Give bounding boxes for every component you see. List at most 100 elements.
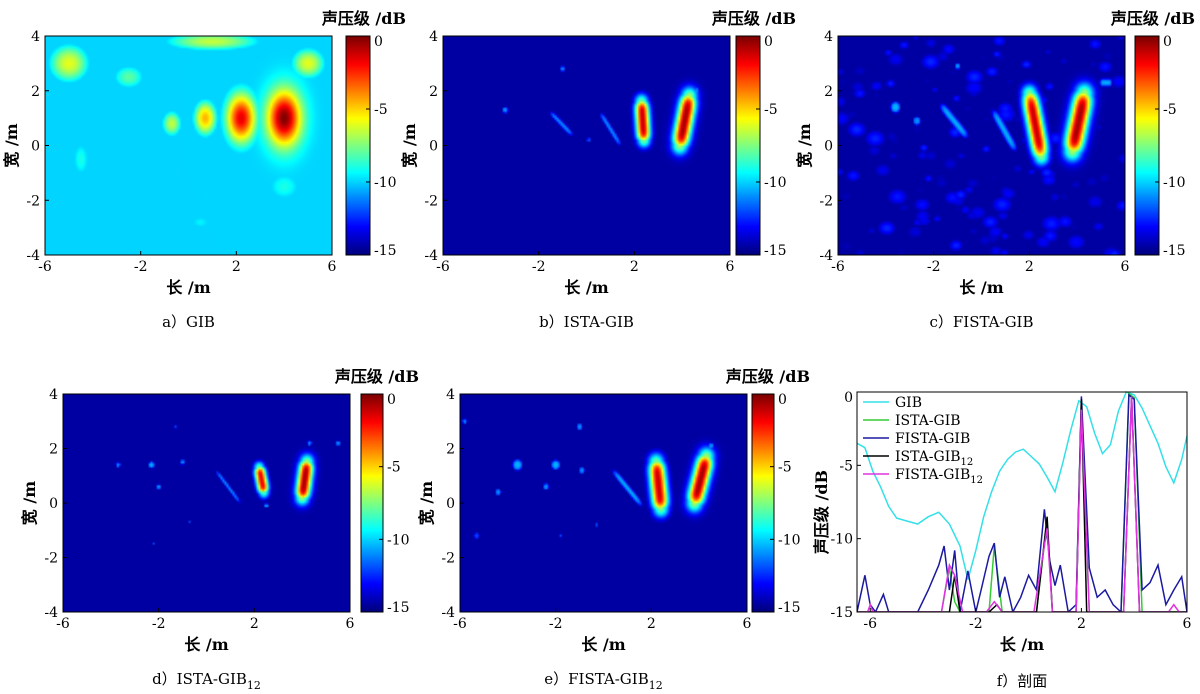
x-tick-label: 2 — [250, 616, 259, 632]
x-tick-label: 6 — [1121, 259, 1130, 275]
panel-caption: a）GIB — [162, 313, 215, 331]
y-tick-label: -4 — [26, 248, 40, 264]
series-line-0 — [857, 391, 1187, 580]
x-tick-label: 6 — [726, 259, 735, 275]
colorbar-tick-label: -15 — [764, 243, 787, 259]
legend-name: GIB — [895, 395, 922, 411]
x-tick-label: -2 — [927, 259, 941, 275]
colorbar-tick-label: -5 — [374, 102, 388, 118]
y-tick-label: -2 — [819, 193, 833, 209]
x-axis-label: 长 /m — [166, 278, 210, 297]
colorbar-tick-label: 0 — [1163, 34, 1172, 50]
y-tick-label: 2 — [429, 84, 438, 100]
colorbar-frame — [751, 393, 775, 613]
y-tick-label: -2 — [441, 551, 455, 567]
colorbar-label: 声压级 /dB — [711, 9, 796, 28]
y-tick-label: 2 — [446, 442, 455, 458]
caption-main: d）ISTA-GIB — [152, 670, 247, 688]
legend-name: ISTA-GIB — [895, 413, 961, 429]
colorbar-label: 声压级 /dB — [334, 367, 419, 386]
heatmap-panel-a: -6 -2 2 6 4 2 0 -2 -4 长 /m 宽 /m 0 -5 -10 -15 声压级 /dB a）G… — [2, 9, 406, 331]
y-tick-label: -10 — [830, 532, 853, 548]
y-axis-label: 宽 /m — [795, 123, 814, 167]
colorbar-tick-label: -15 — [387, 600, 410, 616]
colorbar-tick-label: -10 — [778, 532, 801, 548]
colorbar-tick-label: 0 — [374, 34, 383, 50]
legend-entry: ISTA-GIB12 — [895, 449, 973, 468]
heatmap-image — [63, 394, 350, 612]
colorbar-tick-label: -5 — [764, 102, 778, 118]
colorbar-tick-label: 0 — [387, 392, 396, 408]
colorbar-tick-label: -10 — [374, 175, 397, 191]
x-tick-label: -6 — [56, 616, 70, 632]
y-axis-label: 宽 /m — [2, 123, 21, 167]
y-tick-label: -4 — [819, 248, 833, 264]
colorbar-tick-label: -10 — [387, 532, 410, 548]
legend-subscript: 12 — [970, 475, 983, 486]
y-tick-label: -4 — [424, 248, 438, 264]
x-tick-label: 6 — [743, 616, 752, 632]
y-tick-label: -5 — [839, 458, 853, 474]
x-tick-label: -6 — [453, 616, 467, 632]
y-tick-label: 4 — [49, 387, 58, 403]
series-line-4 — [857, 396, 1187, 612]
legend-name: ISTA-GIB — [895, 449, 961, 465]
x-tick-label: 2 — [1077, 616, 1086, 632]
y-axis-label: 宽 /m — [20, 481, 39, 525]
x-tick-label: -6 — [38, 259, 52, 275]
x-tick-label: -6 — [436, 259, 450, 275]
y-axis-label: 宽 /m — [400, 123, 419, 167]
y-axis-label: 声压级 /dB — [812, 470, 831, 555]
profile-panel: -6 -2 2 6 0 -5 -10 -15 长 /m 声压级 /dB GIB ISTA-GIB FIS… — [812, 390, 1192, 690]
x-tick-label: -6 — [831, 259, 845, 275]
colorbar-tick-label: -15 — [778, 600, 801, 616]
y-tick-label: 0 — [429, 139, 438, 155]
x-tick-label: 2 — [630, 259, 639, 275]
panel-caption: c）FISTA-GIB — [929, 313, 1033, 331]
x-tick-label: -2 — [532, 259, 546, 275]
y-tick-label: 2 — [31, 84, 40, 100]
y-tick-label: 2 — [49, 442, 58, 458]
colorbar-frame — [735, 35, 761, 256]
plot-frame — [856, 391, 1188, 613]
panel-caption: b）ISTA-GIB — [539, 313, 634, 331]
x-axis-label: 长 /m — [959, 278, 1003, 297]
legend-name: FISTA-GIB — [895, 431, 970, 447]
colorbar — [752, 394, 774, 612]
heatmap-image — [45, 36, 332, 255]
colorbar-label: 声压级 /dB — [321, 9, 406, 28]
colorbar-frame — [345, 35, 371, 256]
panel-caption: f）剖面 — [997, 672, 1048, 690]
caption-subscript: 12 — [649, 679, 663, 692]
panel-caption: e）FISTA-GIB12 — [544, 670, 663, 692]
colorbar-label: 声压级 /dB — [1110, 9, 1195, 28]
x-tick-label: 6 — [328, 259, 337, 275]
x-tick-label: -2 — [152, 616, 166, 632]
heatmap-image — [443, 36, 730, 255]
y-tick-label: 4 — [31, 29, 40, 45]
x-axis-label: 长 /m — [1000, 635, 1044, 654]
y-tick-label: 2 — [824, 84, 833, 100]
colorbar-tick-label: -5 — [387, 460, 401, 476]
legend: GIBISTA-GIBFISTA-GIBISTA-GIB12FISTA-GIB1… — [863, 395, 983, 486]
y-tick-label: -2 — [44, 551, 58, 567]
x-axis-label: 长 /m — [564, 278, 608, 297]
heatmap-panel-e: -6 -2 2 6 4 2 0 -2 -4 长 /m 宽 /m 0 -5 -10 -15 声压级 /dB e）F… — [417, 367, 810, 692]
colorbar-label: 声压级 /dB — [725, 367, 810, 386]
y-tick-label: 0 — [844, 390, 853, 406]
heatmap-image — [838, 36, 1125, 255]
colorbar-tick-label: -5 — [1163, 102, 1177, 118]
x-tick-label: -2 — [134, 259, 148, 275]
panel-caption: d）ISTA-GIB12 — [152, 670, 261, 692]
colorbar — [1135, 36, 1159, 255]
y-tick-label: 0 — [446, 496, 455, 512]
x-axis-label: 长 /m — [184, 635, 228, 654]
colorbar-tick-label: 0 — [764, 34, 773, 50]
legend-entry: FISTA-GIB12 — [895, 467, 983, 486]
plot-background — [857, 392, 1187, 612]
heatmap-image — [460, 394, 747, 612]
colorbar-tick-label: -15 — [1163, 243, 1186, 259]
series-line-2 — [857, 393, 1187, 612]
y-tick-label: 0 — [49, 496, 58, 512]
